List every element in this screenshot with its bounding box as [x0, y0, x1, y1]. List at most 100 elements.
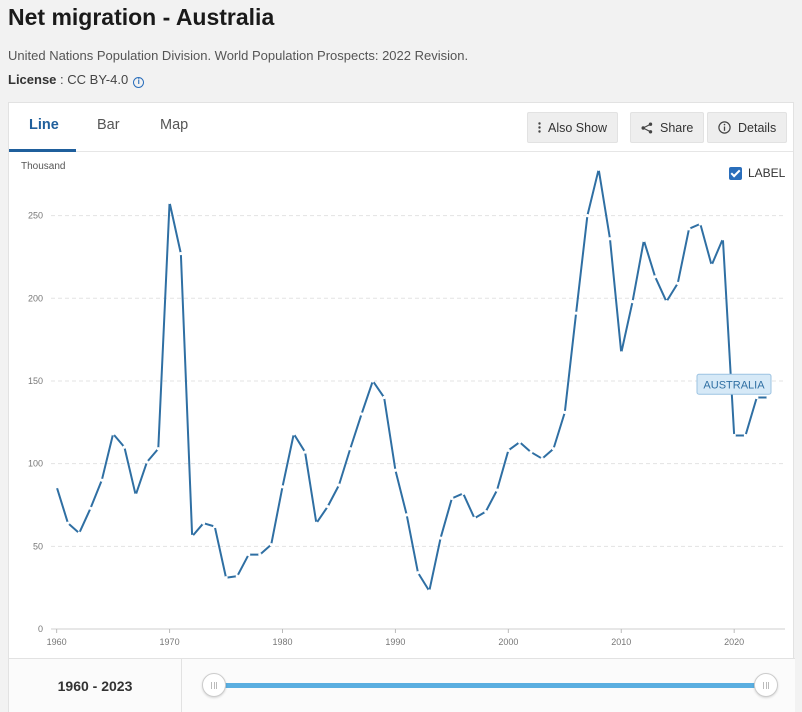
label-toggle-text: LABEL	[748, 166, 786, 180]
data-point	[563, 410, 567, 414]
range-slider-end-handle[interactable]	[754, 673, 778, 697]
data-point	[630, 299, 635, 304]
data-point	[326, 505, 330, 509]
data-point	[642, 238, 646, 243]
license-line: License : CC BY-4.0 i	[8, 72, 145, 88]
data-point	[687, 227, 691, 231]
data-point	[235, 574, 239, 578]
data-point	[156, 447, 160, 451]
data-point	[597, 167, 601, 171]
label-toggle[interactable]: LABEL	[729, 166, 785, 180]
share-icon	[641, 122, 653, 134]
data-point	[416, 571, 420, 575]
data-point	[292, 432, 296, 436]
data-point	[167, 200, 172, 204]
data-point	[213, 524, 217, 529]
data-point	[551, 447, 556, 451]
data-point	[348, 447, 352, 451]
data-point	[732, 433, 736, 438]
data-point	[676, 281, 680, 286]
data-point	[438, 536, 443, 540]
share-button[interactable]: Share	[630, 112, 705, 143]
data-point	[721, 237, 725, 241]
info-icon[interactable]: i	[133, 77, 145, 88]
y-tick-label: 200	[28, 293, 43, 303]
info-circle-icon	[718, 121, 731, 134]
data-point	[710, 263, 714, 267]
data-point	[122, 445, 126, 449]
data-point	[653, 275, 657, 279]
share-label: Share	[660, 120, 694, 135]
data-point	[190, 534, 194, 538]
data-point	[145, 460, 149, 464]
data-point	[371, 379, 375, 383]
also-show-button[interactable]: Also Show	[527, 112, 619, 143]
tab-bar[interactable]: Bar	[97, 117, 120, 133]
data-point	[698, 222, 702, 226]
data-point	[111, 432, 115, 436]
tab-line[interactable]: Line	[29, 117, 59, 133]
data-point	[280, 485, 285, 489]
chart-panel: Line Bar Map Also Show Share Details Tho…	[8, 102, 795, 712]
range-slider-track[interactable]	[221, 683, 764, 688]
data-point	[755, 395, 759, 400]
x-tick-label: 1990	[385, 637, 405, 647]
data-point	[179, 252, 183, 256]
data-point	[88, 506, 93, 510]
data-point	[337, 483, 341, 487]
tabs-bar: Line Bar Map Also Show Share Details	[9, 103, 793, 152]
data-point	[427, 589, 431, 593]
data-point	[66, 521, 70, 525]
active-tab-indicator	[9, 149, 76, 152]
data-point	[247, 552, 251, 557]
data-point	[664, 299, 669, 304]
more-vertical-icon	[538, 122, 541, 133]
data-point	[258, 552, 262, 557]
range-label: 1960 - 2023	[9, 659, 182, 712]
data-point	[269, 543, 273, 547]
tab-map[interactable]: Map	[160, 117, 189, 133]
data-point	[608, 237, 612, 241]
y-tick-label: 50	[33, 541, 43, 551]
data-point	[540, 457, 544, 461]
data-point	[405, 513, 409, 517]
x-tick-label: 2020	[724, 637, 744, 647]
data-point	[393, 468, 398, 472]
data-point	[585, 214, 589, 218]
data-point	[450, 496, 454, 500]
series-label: AUSTRALIA	[703, 379, 765, 391]
data-point	[574, 311, 578, 315]
y-tick-label: 0	[38, 624, 43, 634]
data-point	[529, 450, 533, 454]
x-tick-label: 1970	[160, 637, 180, 647]
data-point	[134, 493, 138, 497]
y-tick-label: 100	[28, 459, 43, 469]
data-point	[506, 448, 510, 453]
label-checkbox[interactable]	[729, 166, 742, 180]
data-point	[359, 412, 364, 416]
x-tick-label: 2000	[498, 637, 518, 647]
x-tick-label: 1960	[47, 637, 67, 647]
data-point	[77, 531, 81, 535]
data-point	[224, 576, 228, 580]
x-tick-label: 2010	[611, 637, 631, 647]
license-label: License	[8, 72, 57, 87]
data-point	[766, 395, 770, 400]
details-label: Details	[738, 120, 777, 135]
series-label-box	[696, 373, 772, 395]
data-point	[495, 488, 499, 492]
y-tick-label: 250	[28, 211, 43, 221]
details-button[interactable]: Details	[707, 112, 788, 143]
also-show-label: Also Show	[548, 120, 608, 135]
chart-area: Thousand LABEL 0 50 100 150 200 250 1960 1970 19…	[9, 153, 795, 658]
data-point	[55, 485, 59, 489]
data-point	[472, 516, 477, 520]
page-title: Net migration - Australia	[8, 4, 275, 30]
data-point	[461, 491, 465, 496]
range-slider-start-handle[interactable]	[202, 673, 226, 697]
x-tick-label: 1980	[272, 637, 292, 647]
line-chart: 0 50 100 150 200 250 1960 1970 1980 1990 2000 2010 2…	[28, 167, 785, 647]
data-point	[201, 521, 206, 525]
data-point	[619, 351, 623, 355]
source-text: United Nations Population Division. Worl…	[8, 48, 469, 63]
